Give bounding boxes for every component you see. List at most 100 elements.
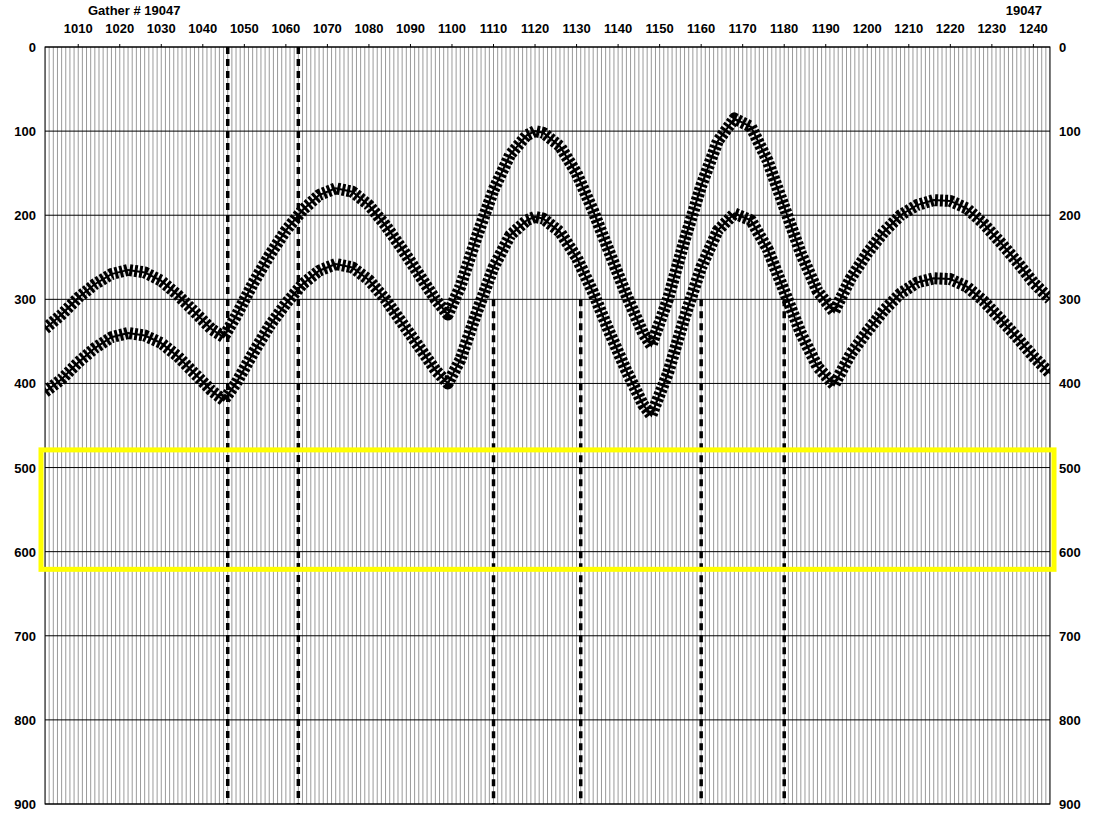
trace-line xyxy=(692,47,693,804)
trace-line xyxy=(589,47,590,804)
x-tick-label: 1120 xyxy=(521,21,549,36)
trace-line xyxy=(892,47,893,804)
trace-line xyxy=(344,47,345,804)
x-tick xyxy=(618,44,619,47)
trace-line xyxy=(796,47,797,804)
trace-line xyxy=(871,47,872,804)
trace-line xyxy=(389,47,390,804)
x-tick-label: 1040 xyxy=(188,21,217,36)
trace-line xyxy=(493,47,494,804)
y-tick-label-right: 0 xyxy=(1059,40,1066,55)
trace-line xyxy=(489,47,490,804)
x-tick xyxy=(825,44,826,47)
trace-line xyxy=(281,47,282,804)
trace-line xyxy=(800,47,801,804)
trace-line xyxy=(580,47,581,804)
trace-line xyxy=(622,47,623,804)
trace-line xyxy=(1025,47,1026,804)
trace-line xyxy=(1020,47,1021,804)
trace-line xyxy=(946,47,947,804)
trace-line xyxy=(61,47,62,804)
trace-line xyxy=(393,47,394,804)
trace-line xyxy=(144,47,145,804)
trace-line xyxy=(734,47,735,804)
noisy-trace xyxy=(226,47,230,804)
trace-line xyxy=(1012,47,1013,804)
trace-line xyxy=(950,47,951,804)
trace-line xyxy=(996,47,997,804)
grid-line xyxy=(45,131,1050,132)
trace-line xyxy=(472,47,473,804)
trace-line xyxy=(252,47,253,804)
trace-line xyxy=(240,47,241,804)
trace-line xyxy=(647,47,648,804)
trace-line xyxy=(937,47,938,804)
trace-line xyxy=(846,47,847,804)
trace-line xyxy=(323,47,324,804)
trace-line xyxy=(476,47,477,804)
x-tick-label: 1100 xyxy=(438,21,466,36)
trace-line xyxy=(730,47,731,804)
trace-line xyxy=(78,47,79,804)
trace-line xyxy=(713,47,714,804)
trace-line xyxy=(813,47,814,804)
trace-line xyxy=(900,47,901,804)
x-tick xyxy=(119,44,120,47)
trace-line xyxy=(742,47,743,804)
y-tick-label: 600 xyxy=(14,545,36,560)
grid-line xyxy=(45,635,1050,636)
trace-line xyxy=(1041,47,1042,804)
trace-line xyxy=(397,47,398,804)
trace-line xyxy=(717,47,718,804)
trace-line xyxy=(535,47,536,804)
trace-line xyxy=(410,47,411,804)
trace-line xyxy=(638,47,639,804)
trace-line xyxy=(701,47,702,804)
trace-line xyxy=(888,47,889,804)
noisy-trace xyxy=(699,299,703,804)
trace-line xyxy=(971,47,972,804)
y-tick-label: 400 xyxy=(14,376,36,391)
trace-line xyxy=(821,47,822,804)
y-tick-label-right: 700 xyxy=(1059,629,1081,644)
trace-line xyxy=(1029,47,1030,804)
trace-line xyxy=(809,47,810,804)
x-tick xyxy=(742,44,743,47)
trace-line xyxy=(447,47,448,804)
trace-line xyxy=(169,47,170,804)
trace-line xyxy=(601,47,602,804)
x-tick xyxy=(535,44,536,47)
trace-line xyxy=(173,47,174,804)
trace-line xyxy=(152,47,153,804)
event-curve-core xyxy=(45,214,1050,416)
trace-line xyxy=(551,47,552,804)
trace-line xyxy=(364,47,365,804)
x-tick-label: 1170 xyxy=(729,21,757,36)
x-tick-label: 1220 xyxy=(936,21,965,36)
trace-line xyxy=(381,47,382,804)
x-tick xyxy=(451,44,452,47)
trace-line xyxy=(605,47,606,804)
trace-line xyxy=(215,47,216,804)
x-tick xyxy=(78,44,79,47)
trace-line xyxy=(613,47,614,804)
trace-line xyxy=(414,47,415,804)
noisy-trace xyxy=(782,299,786,804)
trace-line xyxy=(165,47,166,804)
trace-line xyxy=(294,47,295,804)
y-tick-label: 300 xyxy=(14,292,36,307)
trace-line xyxy=(721,47,722,804)
trace-line xyxy=(132,47,133,804)
x-tick-label: 1160 xyxy=(687,21,715,36)
y-tick-label: 700 xyxy=(14,629,36,644)
y-tick-label-right: 600 xyxy=(1059,545,1081,560)
trace-line xyxy=(464,47,465,804)
trace-line xyxy=(746,47,747,804)
trace-line xyxy=(634,47,635,804)
trace-line xyxy=(435,47,436,804)
trace-line xyxy=(339,47,340,804)
trace-line xyxy=(206,47,207,804)
trace-line xyxy=(684,47,685,804)
x-tick xyxy=(285,44,286,47)
trace-line xyxy=(443,47,444,804)
